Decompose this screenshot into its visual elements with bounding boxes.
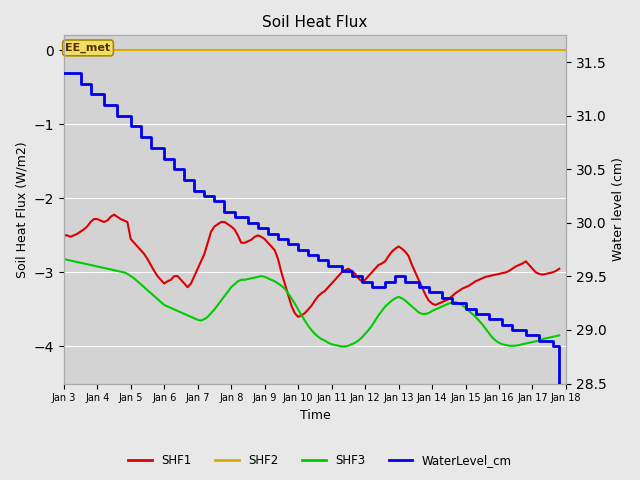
X-axis label: Time: Time <box>300 409 330 422</box>
Legend: SHF1, SHF2, SHF3, WaterLevel_cm: SHF1, SHF2, SHF3, WaterLevel_cm <box>124 449 516 472</box>
Text: EE_met: EE_met <box>65 43 111 53</box>
Y-axis label: Water level (cm): Water level (cm) <box>612 157 625 262</box>
Title: Soil Heat Flux: Soil Heat Flux <box>262 15 367 30</box>
Y-axis label: Soil Heat Flux (W/m2): Soil Heat Flux (W/m2) <box>15 141 28 278</box>
